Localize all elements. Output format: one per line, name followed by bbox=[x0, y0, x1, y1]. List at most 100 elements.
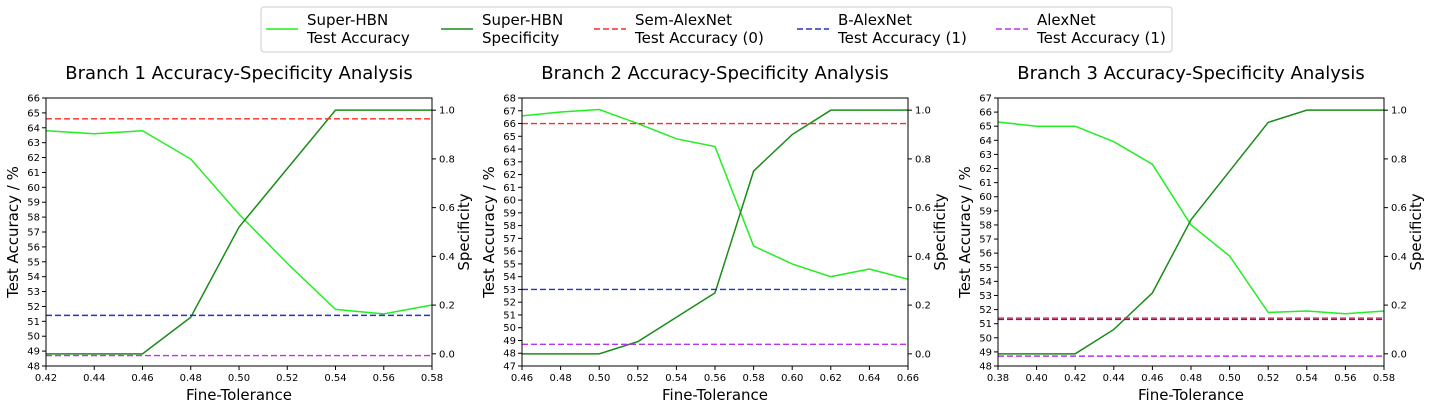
y-tick-label: 62 bbox=[979, 164, 992, 175]
y-tick-label: 51 bbox=[979, 319, 992, 330]
y2-tick-label: 0.8 bbox=[439, 154, 455, 165]
x-tick-label: 0.40 bbox=[1025, 373, 1047, 384]
series-line-1 bbox=[521, 108, 909, 280]
y-tick-label: 61 bbox=[979, 178, 992, 189]
x-tick-label: 0.56 bbox=[1334, 373, 1356, 384]
y2-tick-label: 0.2 bbox=[439, 301, 455, 312]
y-tick-label: 58 bbox=[503, 221, 516, 232]
x-tick-label: 0.64 bbox=[858, 373, 880, 384]
series-line-1 bbox=[997, 121, 1385, 315]
y-tick-label: 49 bbox=[503, 336, 516, 347]
y2-tick-label: 0.8 bbox=[915, 154, 931, 165]
x-axis-label: Fine-Tolerance bbox=[662, 386, 768, 404]
y-tick-label: 54 bbox=[979, 277, 992, 288]
y-tick-label: 52 bbox=[979, 305, 992, 316]
y-tick-label: 56 bbox=[503, 247, 516, 258]
y-tick-label: 61 bbox=[503, 183, 516, 194]
legend-frame bbox=[260, 6, 1173, 53]
y-tick-label: 57 bbox=[979, 235, 992, 246]
y-tick-label: 55 bbox=[979, 263, 992, 274]
y-tick-label: 64 bbox=[503, 145, 516, 156]
x-tick-label: 0.44 bbox=[83, 373, 105, 384]
legend-label-3-line-2: Test Accuracy (0) bbox=[634, 29, 764, 47]
y-tick-label: 59 bbox=[979, 206, 992, 217]
y-tick-label: 65 bbox=[503, 132, 516, 143]
y-tick-label: 50 bbox=[27, 332, 40, 343]
legend-label-2-line-2: Specificity bbox=[482, 29, 559, 47]
series-line-2 bbox=[46, 109, 432, 355]
y-tick-label: 60 bbox=[27, 183, 40, 194]
plot-frame bbox=[521, 97, 909, 367]
x-tick-label: 0.58 bbox=[1373, 373, 1395, 384]
legend-label-5-line-2: Test Accuracy (1) bbox=[1036, 29, 1166, 47]
chart-title: Branch 2 Accuracy-Specificity Analysis bbox=[541, 63, 888, 84]
y-tick-label: 50 bbox=[503, 323, 516, 334]
x-tick-label: 0.50 bbox=[1218, 373, 1240, 384]
y-tick-label: 55 bbox=[27, 257, 40, 268]
y2-tick-label: 0.0 bbox=[439, 349, 455, 360]
y-tick-label: 55 bbox=[503, 259, 516, 270]
y2-axis-label: Specificity bbox=[931, 193, 949, 270]
x-tick-label: 0.48 bbox=[180, 373, 202, 384]
y2-tick-label: 0.8 bbox=[1391, 154, 1407, 165]
x-tick-label: 0.54 bbox=[665, 373, 687, 384]
x-tick-label: 0.52 bbox=[627, 373, 649, 384]
x-tick-label: 0.52 bbox=[276, 373, 298, 384]
y-tick-label: 67 bbox=[979, 94, 992, 105]
y-tick-label: 62 bbox=[503, 170, 516, 181]
y-tick-label: 63 bbox=[27, 138, 40, 149]
chart-2: Branch 2 Accuracy-Specificity Analysis 0.… bbox=[480, 63, 949, 404]
y2-tick-label: 0.6 bbox=[1391, 203, 1407, 214]
chart-3: Branch 3 Accuracy-Specificity Analysis 0.… bbox=[956, 63, 1425, 404]
plot-frame bbox=[997, 97, 1385, 367]
y-tick-label: 56 bbox=[979, 249, 992, 260]
y-tick-label: 49 bbox=[979, 347, 992, 358]
legend-label-4-line-2: Test Accuracy (1) bbox=[837, 29, 967, 47]
y-tick-label: 66 bbox=[979, 108, 992, 119]
y-tick-label: 65 bbox=[979, 122, 992, 133]
y-tick-label: 59 bbox=[503, 208, 516, 219]
x-tick-label: 0.60 bbox=[781, 373, 803, 384]
x-tick-label: 0.58 bbox=[742, 373, 764, 384]
legend-label-5-line-1: AlexNet bbox=[1037, 11, 1096, 29]
y-tick-label: 51 bbox=[27, 317, 40, 328]
x-tick-label: 0.46 bbox=[511, 373, 533, 384]
x-tick-label: 0.56 bbox=[373, 373, 395, 384]
y-tick-label: 53 bbox=[27, 287, 40, 298]
y2-axis-label: Specificity bbox=[455, 193, 473, 270]
y-axis-label: Test Accuracy / % bbox=[4, 166, 22, 299]
y2-tick-label: 0.0 bbox=[1391, 349, 1407, 360]
y-tick-label: 53 bbox=[979, 291, 992, 302]
x-tick-label: 0.50 bbox=[588, 373, 610, 384]
y-tick-label: 63 bbox=[979, 150, 992, 161]
legend-label-1-line-1: Super-HBN bbox=[307, 11, 388, 29]
y2-tick-label: 1.0 bbox=[1391, 106, 1407, 117]
series-line-1 bbox=[45, 129, 433, 315]
y-tick-label: 58 bbox=[27, 213, 40, 224]
x-tick-label: 0.46 bbox=[1141, 373, 1163, 384]
y-tick-label: 50 bbox=[979, 333, 992, 344]
y-tick-label: 60 bbox=[979, 192, 992, 203]
x-tick-label: 0.54 bbox=[324, 373, 346, 384]
y-tick-label: 66 bbox=[27, 94, 40, 105]
y-tick-label: 57 bbox=[503, 234, 516, 245]
x-axis-label: Fine-Tolerance bbox=[1138, 386, 1244, 404]
y-tick-label: 47 bbox=[503, 362, 516, 373]
x-tick-label: 0.56 bbox=[704, 373, 726, 384]
y2-tick-label: 0.4 bbox=[915, 252, 931, 263]
x-tick-label: 0.38 bbox=[987, 373, 1009, 384]
x-tick-label: 0.52 bbox=[1257, 373, 1279, 384]
y-tick-label: 48 bbox=[503, 349, 516, 360]
y-tick-label: 67 bbox=[503, 106, 516, 117]
chart-panels: Branch 1 Accuracy-Specificity Analysis 0.… bbox=[4, 63, 1425, 404]
chart-1: Branch 1 Accuracy-Specificity Analysis 0.… bbox=[4, 63, 473, 404]
y-tick-label: 59 bbox=[27, 198, 40, 209]
y-tick-label: 48 bbox=[979, 362, 992, 373]
series-line-2 bbox=[998, 109, 1384, 355]
y-tick-label: 56 bbox=[27, 242, 40, 253]
y-tick-label: 60 bbox=[503, 196, 516, 207]
y2-tick-label: 0.6 bbox=[915, 203, 931, 214]
y-tick-label: 68 bbox=[503, 94, 516, 105]
